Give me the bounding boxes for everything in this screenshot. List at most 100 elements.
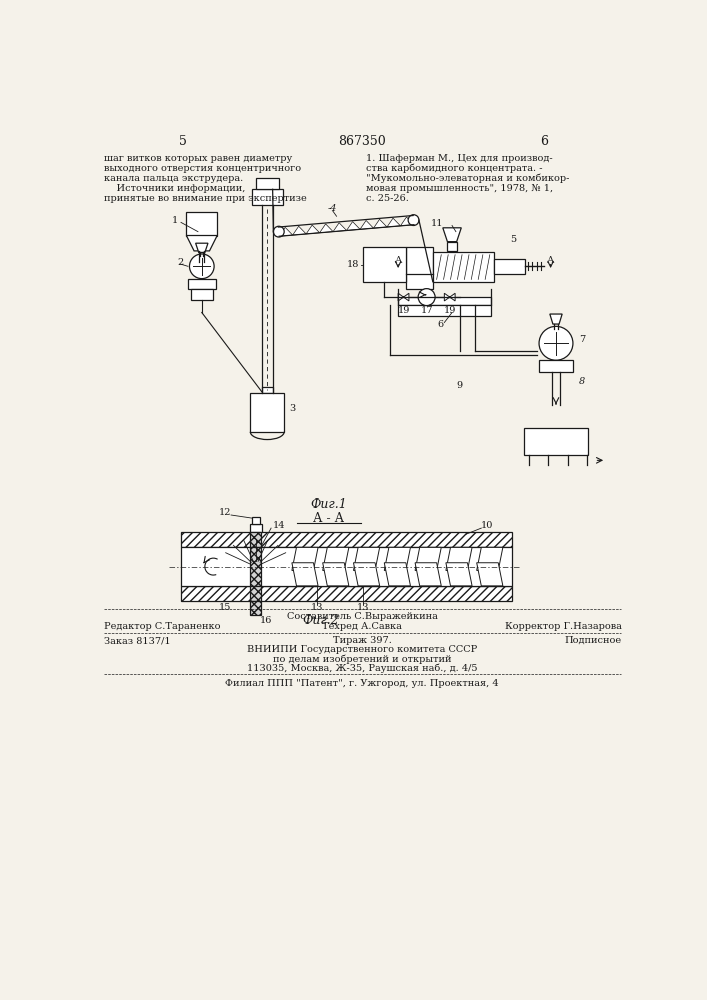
Polygon shape	[354, 563, 380, 586]
Text: Редактор С.Тараненко: Редактор С.Тараненко	[104, 622, 221, 631]
Bar	[191, 289, 213, 300]
Text: Составитель С.Выражейкина: Составитель С.Выражейкина	[286, 612, 438, 621]
Polygon shape	[477, 547, 503, 570]
Text: 18: 18	[347, 260, 360, 269]
Polygon shape	[292, 563, 318, 586]
Text: 1. Шаферман М., Цех для производ-: 1. Шаферман М., Цех для производ-	[366, 154, 552, 163]
Text: А: А	[547, 256, 554, 265]
Polygon shape	[322, 547, 349, 570]
Text: Фиг.2: Фиг.2	[302, 614, 339, 627]
Text: 6: 6	[540, 135, 549, 148]
Bar	[256, 178, 279, 189]
Text: Корректор Г.Назарова: Корректор Г.Назарова	[505, 622, 621, 631]
Text: Источники информации,: Источники информации,	[104, 184, 245, 193]
Text: с. 25-26.: с. 25-26.	[366, 194, 409, 203]
Polygon shape	[400, 217, 414, 226]
Text: -4: -4	[328, 204, 337, 213]
Bar	[181, 532, 512, 547]
Text: ВНИИПИ Государственного комитета СССР: ВНИИПИ Государственного комитета СССР	[247, 645, 477, 654]
Polygon shape	[354, 547, 380, 570]
Bar	[406, 247, 433, 289]
Circle shape	[539, 326, 573, 360]
Text: принятые во внимание при экспертизе: принятые во внимание при экспертизе	[104, 194, 307, 203]
Bar	[398, 305, 491, 316]
Bar	[252, 189, 283, 205]
Bar	[250, 524, 262, 532]
Text: 3: 3	[288, 404, 295, 413]
Bar	[494, 259, 525, 274]
Text: 8: 8	[579, 377, 585, 386]
Circle shape	[274, 226, 284, 237]
Polygon shape	[446, 547, 472, 570]
Text: 16: 16	[259, 616, 272, 625]
Text: 2: 2	[177, 258, 183, 267]
Text: Фиг.1: Фиг.1	[310, 498, 347, 512]
Polygon shape	[293, 226, 306, 235]
Bar	[187, 212, 217, 235]
Bar	[262, 387, 273, 393]
Text: 13: 13	[311, 603, 324, 612]
Bar	[398, 297, 491, 305]
Polygon shape	[385, 547, 411, 570]
Text: А: А	[395, 256, 402, 265]
Polygon shape	[398, 293, 409, 301]
Polygon shape	[385, 563, 411, 586]
Text: А - А: А - А	[313, 512, 344, 525]
Circle shape	[418, 289, 435, 306]
Bar	[250, 547, 261, 586]
Text: Подписное: Подписное	[564, 636, 621, 645]
Text: 9: 9	[457, 381, 463, 390]
Text: Заказ 8137/1: Заказ 8137/1	[104, 636, 170, 645]
Text: 11: 11	[431, 219, 443, 228]
Polygon shape	[446, 563, 472, 586]
Text: 7: 7	[579, 335, 585, 344]
Bar	[181, 586, 512, 601]
Bar	[250, 586, 261, 601]
Text: "Мукомольно-элеваторная и комбикор-: "Мукомольно-элеваторная и комбикор-	[366, 174, 569, 183]
Polygon shape	[373, 219, 387, 228]
Text: 113035, Москва, Ж-35, Раушская наб., д. 4/5: 113035, Москва, Ж-35, Раушская наб., д. …	[247, 663, 477, 673]
Polygon shape	[187, 235, 217, 251]
Polygon shape	[443, 228, 461, 242]
Polygon shape	[292, 547, 318, 570]
Polygon shape	[279, 227, 293, 236]
Text: Тираж 397.: Тираж 397.	[332, 636, 392, 645]
Text: 1: 1	[172, 216, 178, 225]
Text: 19: 19	[443, 306, 456, 315]
Bar	[524, 428, 588, 455]
Text: 5: 5	[510, 235, 517, 244]
Polygon shape	[415, 547, 441, 570]
Text: 6: 6	[438, 320, 443, 329]
Text: 13: 13	[357, 603, 370, 612]
Bar	[250, 601, 261, 615]
Polygon shape	[322, 563, 349, 586]
Bar	[250, 393, 284, 432]
Bar	[539, 360, 573, 372]
Text: мовая промышленность", 1978, № 1,: мовая промышленность", 1978, № 1,	[366, 184, 553, 193]
Polygon shape	[415, 563, 441, 586]
Text: 14: 14	[273, 521, 285, 530]
Bar	[188, 279, 216, 289]
Text: 17: 17	[421, 306, 433, 315]
Circle shape	[189, 254, 214, 279]
Bar	[433, 252, 494, 282]
Bar	[363, 247, 406, 282]
Text: ства карбомидного концентрата. -: ства карбомидного концентрата. -	[366, 164, 542, 173]
Polygon shape	[320, 224, 333, 233]
Text: 10: 10	[481, 521, 493, 530]
Bar	[447, 242, 457, 251]
Text: 867350: 867350	[338, 135, 386, 148]
Text: шаг витков которых равен диаметру: шаг витков которых равен диаметру	[104, 154, 292, 163]
Text: Филиал ППП "Патент", г. Ужгород, ул. Проектная, 4: Филиал ППП "Патент", г. Ужгород, ул. Про…	[225, 679, 498, 688]
Text: Техред А.Савка: Техред А.Савка	[322, 622, 402, 631]
Polygon shape	[196, 243, 208, 252]
Polygon shape	[360, 220, 373, 229]
Polygon shape	[387, 218, 400, 227]
Text: канала пальца экструдера.: канала пальца экструдера.	[104, 174, 243, 183]
Circle shape	[408, 215, 419, 225]
Polygon shape	[306, 225, 320, 234]
Text: 12: 12	[218, 508, 231, 517]
Bar	[250, 532, 261, 547]
Polygon shape	[444, 293, 455, 301]
Text: по делам изобретений и открытий: по делам изобретений и открытий	[273, 654, 451, 664]
